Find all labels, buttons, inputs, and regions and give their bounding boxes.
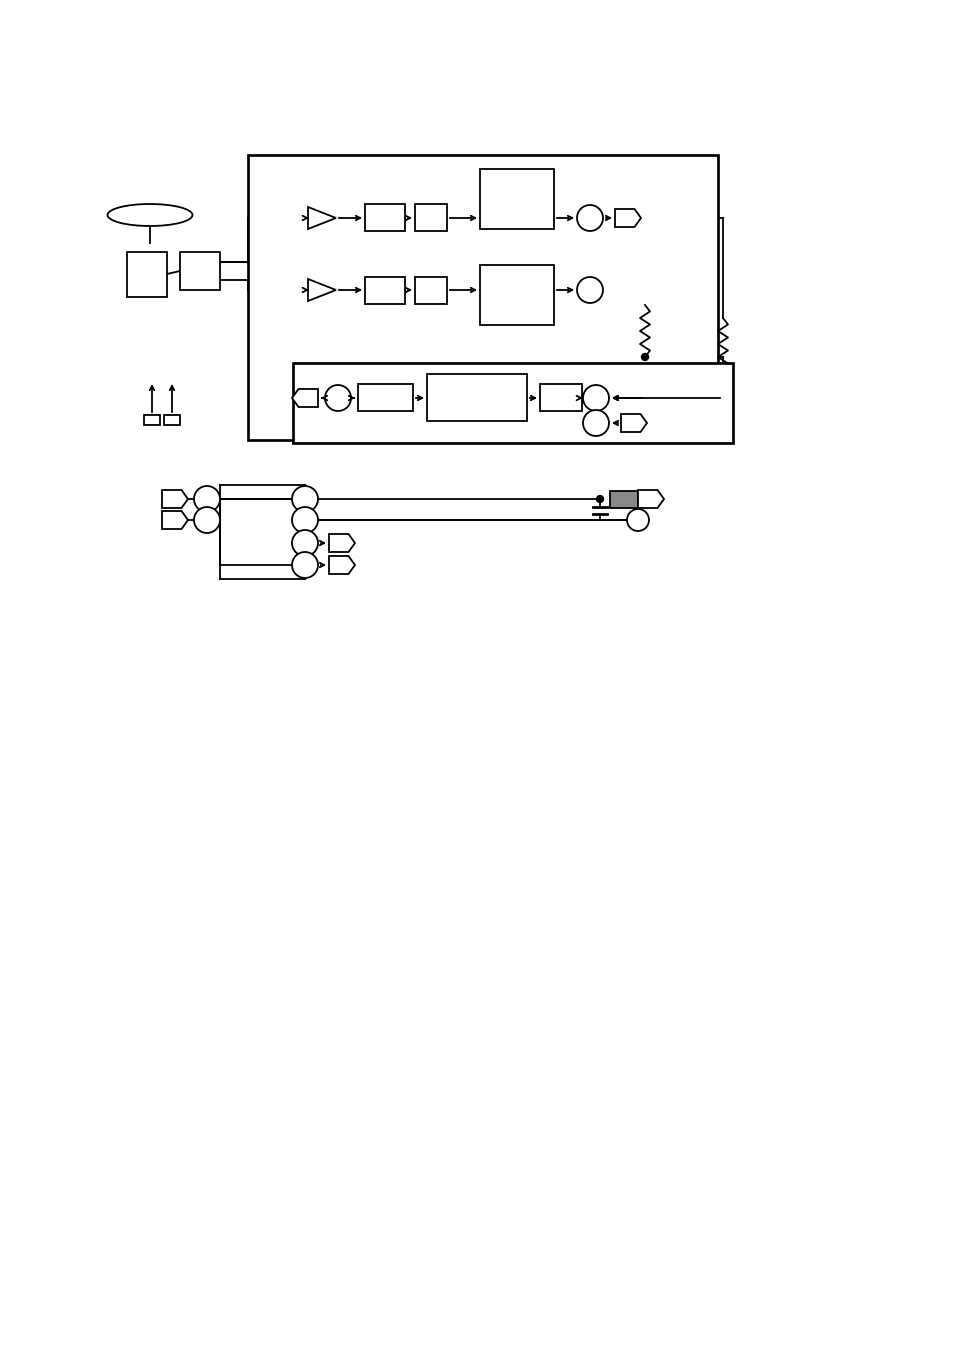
Bar bbox=[164, 415, 180, 426]
Ellipse shape bbox=[108, 204, 193, 226]
Bar bbox=[180, 253, 220, 290]
Circle shape bbox=[193, 507, 220, 534]
Circle shape bbox=[292, 507, 317, 534]
Bar bbox=[479, 169, 554, 230]
Circle shape bbox=[640, 354, 648, 361]
Circle shape bbox=[292, 486, 317, 512]
Circle shape bbox=[577, 205, 602, 231]
Polygon shape bbox=[620, 413, 646, 432]
Circle shape bbox=[292, 553, 317, 578]
Bar bbox=[127, 253, 167, 297]
Polygon shape bbox=[308, 280, 335, 301]
Polygon shape bbox=[638, 490, 663, 508]
Polygon shape bbox=[329, 557, 355, 574]
Bar bbox=[365, 204, 405, 231]
Polygon shape bbox=[292, 389, 317, 407]
Bar bbox=[609, 490, 638, 508]
Bar bbox=[365, 277, 405, 304]
Bar bbox=[248, 155, 718, 440]
Bar bbox=[479, 265, 554, 326]
Circle shape bbox=[325, 385, 351, 411]
Polygon shape bbox=[615, 209, 640, 227]
Bar bbox=[415, 277, 447, 304]
Polygon shape bbox=[308, 207, 335, 230]
Circle shape bbox=[582, 409, 608, 436]
Bar bbox=[144, 415, 160, 426]
Polygon shape bbox=[162, 511, 188, 530]
Bar bbox=[539, 384, 581, 411]
Circle shape bbox=[577, 277, 602, 303]
Polygon shape bbox=[329, 534, 355, 553]
Circle shape bbox=[193, 486, 220, 512]
Circle shape bbox=[582, 385, 608, 411]
Polygon shape bbox=[162, 490, 188, 508]
Bar bbox=[427, 374, 526, 422]
Circle shape bbox=[596, 496, 603, 503]
Circle shape bbox=[292, 530, 317, 557]
Circle shape bbox=[626, 509, 648, 531]
Bar bbox=[415, 204, 447, 231]
Bar bbox=[293, 363, 732, 443]
Bar bbox=[357, 384, 413, 411]
